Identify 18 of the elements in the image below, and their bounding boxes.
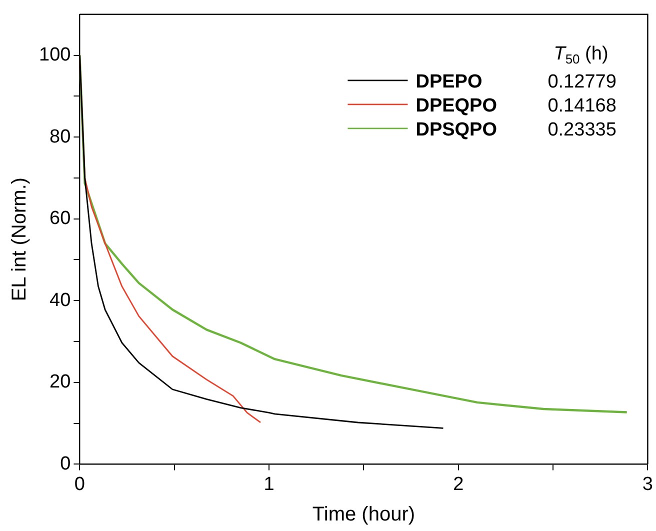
x-tick-label: 1	[264, 474, 274, 495]
annotation: 0.12779	[548, 71, 616, 92]
y-tick-label: 0	[60, 453, 71, 474]
y-tick-label: 80	[50, 126, 71, 148]
legend-label: DPEPO	[416, 71, 482, 92]
x-tick-label: 2	[453, 474, 464, 495]
x-tick-label: 0	[74, 474, 85, 495]
legend-label: DPSQPO	[416, 119, 498, 140]
y-tick-label: 40	[50, 290, 71, 311]
legend-label: DPEQPO	[416, 95, 498, 116]
x-tick-label: 3	[642, 474, 654, 495]
y-tick-label: 100	[39, 44, 71, 66]
y-axis-title: EL int (Norm.)	[8, 177, 31, 302]
annotation: 0.23335	[548, 119, 616, 140]
y-tick-label: 60	[50, 208, 71, 230]
y-tick-label: 20	[50, 372, 71, 393]
x-axis-title: Time (hour)	[312, 504, 416, 526]
annotation: 0.14168	[548, 95, 616, 116]
